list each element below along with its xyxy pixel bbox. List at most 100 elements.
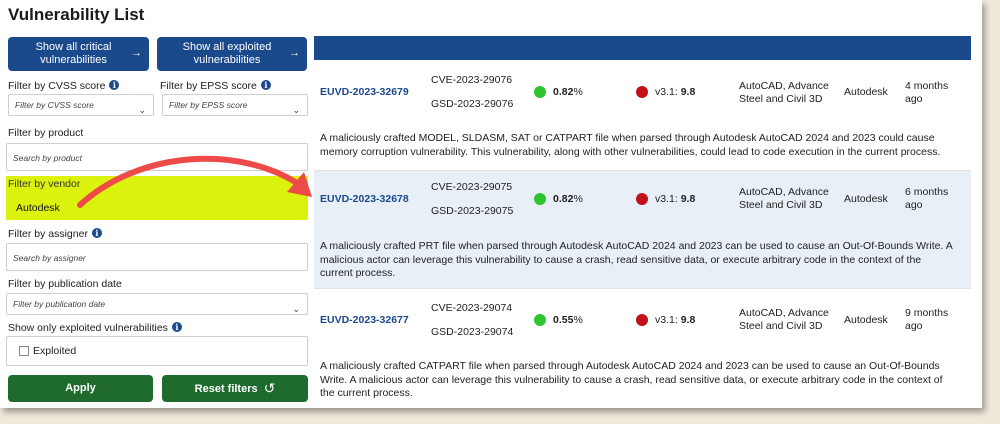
apply-label: Apply xyxy=(65,382,96,394)
vendor-cell: Autodesk xyxy=(844,193,888,205)
assigner-search-input[interactable]: Search by assigner xyxy=(6,243,308,271)
col-header-vendor[interactable]: Vendor xyxy=(844,7,882,19)
screenshot-sheet: Vulnerability List Show all critical vul… xyxy=(0,0,982,408)
product-line-2: Steel and Civil 3D xyxy=(739,320,823,332)
percent-sign: % xyxy=(573,193,583,205)
alt-id-cve: CVE-2023-29074 xyxy=(431,302,513,314)
description-line: A maliciously crafted MODEL, SLDASM, SAT… xyxy=(320,132,935,144)
chevron-down-icon: ⌄ xyxy=(138,105,146,115)
cvss-value: v3.1: 9.8 xyxy=(655,86,695,98)
arrow-right-icon: → xyxy=(289,47,300,59)
apply-button[interactable]: Apply xyxy=(8,375,153,402)
epss-filter-label-text: Filter by EPSS score xyxy=(160,80,257,92)
pubdate-select[interactable]: Filter by publication date ⌄ xyxy=(6,293,308,315)
table-header xyxy=(314,36,971,60)
info-icon[interactable]: i xyxy=(260,80,271,90)
show-exploited-label: Show all exploited vulnerabilities xyxy=(182,41,272,66)
cvss-score: 9.8 xyxy=(680,86,696,98)
reset-filters-label: Reset filters xyxy=(194,383,258,395)
pubdate-select-placeholder: Filter by publication date xyxy=(13,299,106,309)
chevron-down-icon: ⌄ xyxy=(292,304,300,314)
row-divider xyxy=(314,170,971,171)
percent-sign: % xyxy=(573,314,583,326)
info-icon[interactable]: i xyxy=(109,80,120,90)
col-header-product[interactable]: Product xyxy=(739,7,781,19)
table-row xyxy=(314,171,971,288)
cvss-score: 9.8 xyxy=(680,193,696,205)
cvss-severity-dot-icon xyxy=(636,314,648,326)
epss-score-select[interactable]: Filter by EPSS score ⌄ xyxy=(162,94,308,116)
vuln-id-link[interactable]: EUVD-2023-32679 xyxy=(320,86,409,98)
changed-line-2: ago xyxy=(905,199,923,211)
alt-id-gsd: GSD-2023-29074 xyxy=(431,326,514,338)
exploitation-value: 0.55% xyxy=(553,314,583,326)
cvss-value: v3.1: 9.8 xyxy=(655,314,695,326)
cvss-filter-label: Filter by CVSS score i xyxy=(8,80,120,92)
arrow-right-icon: → xyxy=(131,47,142,59)
vuln-id-link[interactable]: EUVD-2023-32678 xyxy=(320,193,409,205)
product-filter-label: Filter by product xyxy=(8,127,84,139)
row-divider xyxy=(314,288,971,289)
changed-line-1: 6 months xyxy=(905,186,949,198)
col-header-cvss[interactable]: CVSS xyxy=(636,7,666,19)
show-critical-label: Show all critical vulnerabilities xyxy=(35,41,112,66)
vendor-cell: Autodesk xyxy=(844,86,888,98)
vuln-description: A maliciously crafted CATPART file when … xyxy=(320,360,965,401)
cvss-score: 9.8 xyxy=(680,314,696,326)
product-search-input[interactable]: Search by product xyxy=(6,143,308,171)
info-icon[interactable]: i xyxy=(171,322,182,332)
product-line-1: AutoCAD, Advance xyxy=(739,186,829,198)
description-line: Write. A malicious actor can leverage th… xyxy=(320,373,943,386)
exploited-checkbox[interactable] xyxy=(19,346,29,356)
cvss-score-select[interactable]: Filter by CVSS score ⌄ xyxy=(8,94,154,116)
exploited-filter-label: Show only exploited vulnerabilities i xyxy=(8,322,182,334)
table-row xyxy=(314,60,971,170)
product-line-1: AutoCAD, Advance xyxy=(739,80,829,92)
col-header-alt-id[interactable]: Alternative ID xyxy=(431,7,502,19)
reset-icon: ↺ xyxy=(263,380,276,396)
changed-line-1: 4 months xyxy=(905,80,949,92)
vendor-filter-input[interactable]: Autodesk xyxy=(16,202,60,214)
description-line: malicious actor can leverage this vulner… xyxy=(320,253,922,266)
product-line-1: AutoCAD, Advance xyxy=(739,307,829,319)
exploitation-number: 0.55 xyxy=(553,314,574,326)
assigner-input-placeholder: Search by assigner xyxy=(13,253,86,263)
epss-filter-label: Filter by EPSS score i xyxy=(160,80,271,92)
description-line: memory corruption vulnerability. This vu… xyxy=(320,145,941,158)
description-line: A maliciously crafted PRT file when pars… xyxy=(320,240,953,252)
col-header-changed[interactable]: Changed xyxy=(905,7,953,19)
cvss-select-placeholder: Filter by CVSS score xyxy=(15,100,94,110)
cvss-version: v3.1: xyxy=(655,314,678,326)
alt-id-cve: CVE-2023-29075 xyxy=(431,181,513,193)
description-line: A maliciously crafted CATPART file when … xyxy=(320,360,940,372)
vuln-description: A maliciously crafted MODEL, SLDASM, SAT… xyxy=(320,132,965,159)
vuln-description: A maliciously crafted PRT file when pars… xyxy=(320,240,965,281)
show-critical-button[interactable]: Show all critical vulnerabilities → xyxy=(8,37,149,71)
description-line: the current process. xyxy=(320,387,413,399)
vuln-id-link[interactable]: EUVD-2023-32677 xyxy=(320,314,409,326)
alt-id-gsd: GSD-2023-29075 xyxy=(431,205,514,217)
reset-filters-button[interactable]: Reset filters ↺ xyxy=(162,375,308,402)
product-input-placeholder: Search by product xyxy=(13,153,82,163)
exploited-checkbox-label: Exploited xyxy=(33,345,77,357)
exploitation-value: 0.82% xyxy=(553,193,583,205)
assigner-filter-label: Filter by assigner i xyxy=(8,228,102,240)
cvss-filter-label-text: Filter by CVSS score xyxy=(8,80,106,92)
product-line-2: Steel and Civil 3D xyxy=(739,93,823,105)
table-row xyxy=(314,289,971,408)
info-icon[interactable]: i xyxy=(91,228,102,238)
percent-sign: % xyxy=(573,86,583,98)
exploited-filter-label-text: Show only exploited vulnerabilities xyxy=(8,322,168,334)
show-exploited-button[interactable]: Show all exploited vulnerabilities → xyxy=(157,37,307,71)
vendor-filter-label: Filter by vendor xyxy=(8,178,81,190)
changed-line-2: ago xyxy=(905,93,923,105)
exploitation-dot-icon xyxy=(534,193,546,205)
changed-line-1: 9 months xyxy=(905,307,949,319)
col-header-exploitation[interactable]: Exploitation xyxy=(533,7,596,19)
exploitation-number: 0.82 xyxy=(553,86,574,98)
exploitation-value: 0.82% xyxy=(553,86,583,98)
page-title: Vulnerability List xyxy=(8,5,145,24)
cvss-severity-dot-icon xyxy=(636,193,648,205)
pubdate-filter-label: Filter by publication date xyxy=(8,278,122,290)
col-header-id[interactable]: ID xyxy=(320,7,331,19)
